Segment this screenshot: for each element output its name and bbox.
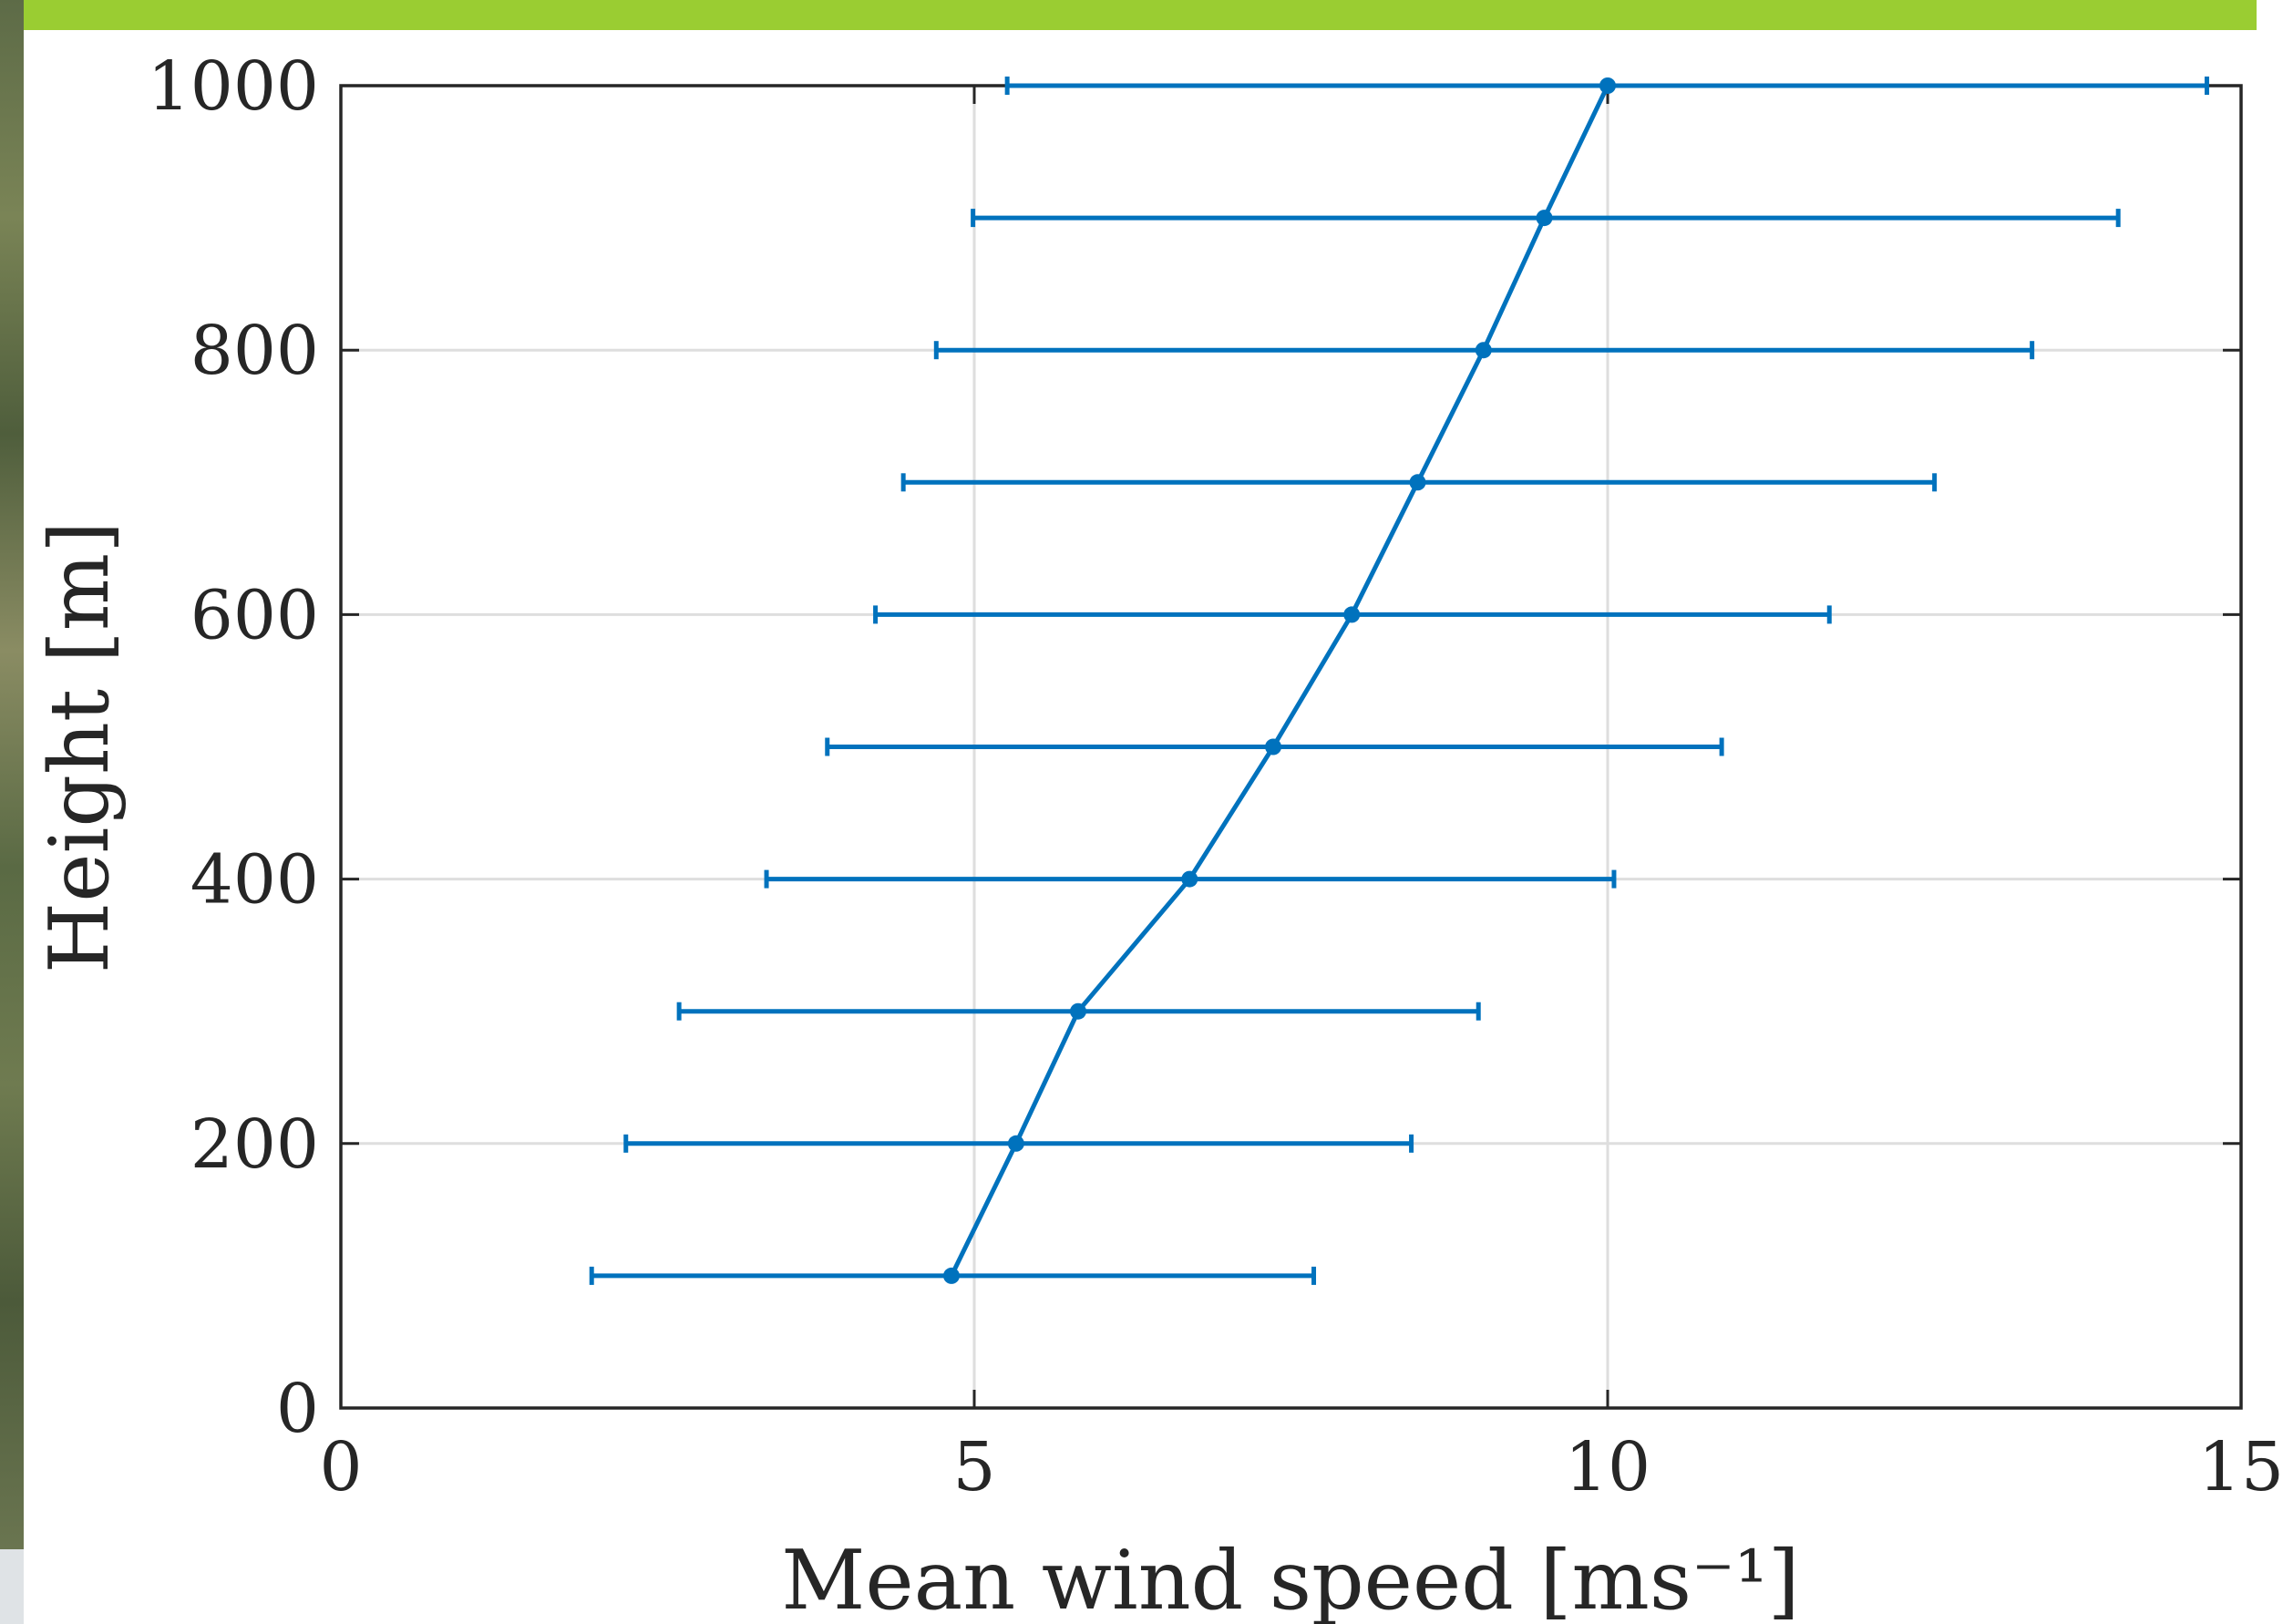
data-point <box>1410 474 1426 490</box>
series-line-layer <box>951 86 1608 1276</box>
data-point <box>943 1268 960 1284</box>
data-point <box>1537 210 1553 226</box>
x-tick-label: 10 <box>1565 1428 1651 1506</box>
x-tick-label: 5 <box>952 1428 995 1506</box>
y-tick-label: 200 <box>190 1105 319 1184</box>
tick-layer: 0 5 10 15 0 200 400 600 800 1000 <box>148 47 2283 1506</box>
error-bar-layer <box>591 77 2206 1285</box>
data-point <box>1343 606 1360 622</box>
data-point <box>1070 1003 1086 1020</box>
y-axis-label: Height [m] <box>32 521 128 973</box>
y-tick-label: 400 <box>190 841 319 920</box>
data-point <box>1599 77 1616 94</box>
x-tick-label: 15 <box>2198 1428 2283 1506</box>
y-tick-label: 600 <box>190 576 319 654</box>
data-point-layer <box>943 77 1616 1284</box>
y-tick-label: 0 <box>276 1370 319 1448</box>
data-point <box>1008 1136 1024 1152</box>
y-tick-label: 1000 <box>148 47 319 126</box>
series-line <box>951 86 1608 1276</box>
y-tick-label: 800 <box>190 312 319 390</box>
data-point <box>1265 739 1281 755</box>
data-point <box>1476 342 1492 358</box>
x-axis-label: Mean wind speed [ms⁻¹] <box>781 1533 1800 1624</box>
data-point <box>1181 871 1198 888</box>
x-tick-label: 0 <box>319 1428 362 1506</box>
